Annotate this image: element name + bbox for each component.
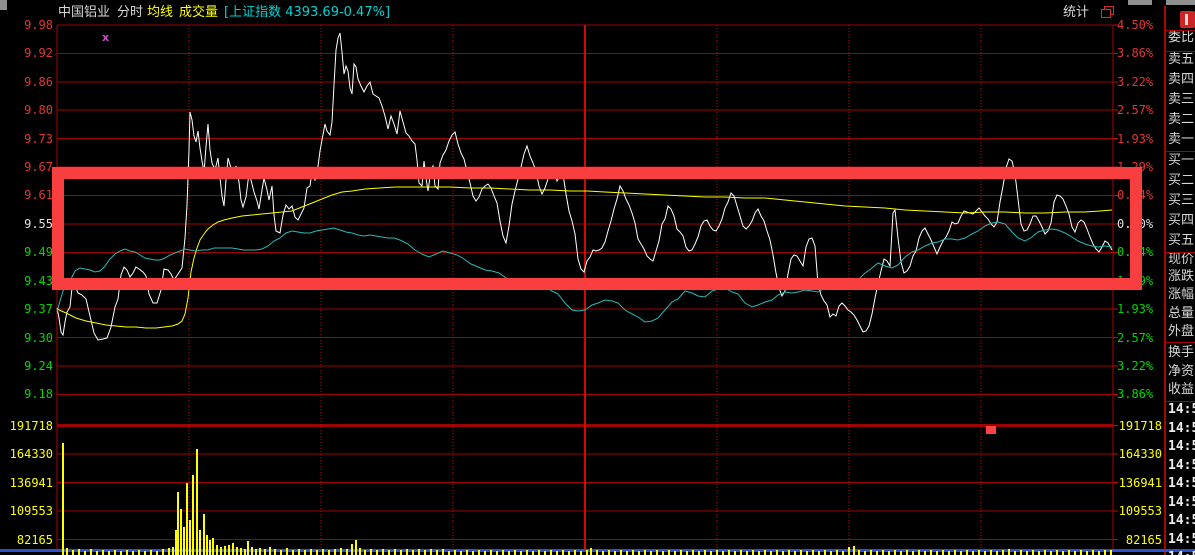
stock-name: 中国铝业 — [58, 5, 111, 20]
window-restore-icon[interactable] — [1101, 6, 1114, 18]
window-chrome-fragment — [0, 0, 7, 10]
quote-panel-tab-icon[interactable] — [1180, 11, 1195, 28]
stats-button[interactable]: 统计 — [1063, 5, 1090, 20]
toggle-moving-average[interactable]: 均线 — [147, 5, 174, 20]
quote-panel-border — [1164, 6, 1166, 555]
index-quote[interactable]: [上证指数 4393.69-0.47%] — [224, 5, 391, 20]
toggle-volume[interactable]: 成交量 — [179, 5, 219, 20]
window-chrome-fragment — [1128, 0, 1152, 5]
annotation-dot[interactable] — [986, 426, 996, 434]
tab-minute-view[interactable]: 分时 — [117, 5, 144, 20]
annotation-rectangle[interactable] — [52, 167, 1142, 290]
annotation-x-marker: x — [102, 31, 110, 44]
window-chrome-fragment — [1166, 0, 1195, 5]
